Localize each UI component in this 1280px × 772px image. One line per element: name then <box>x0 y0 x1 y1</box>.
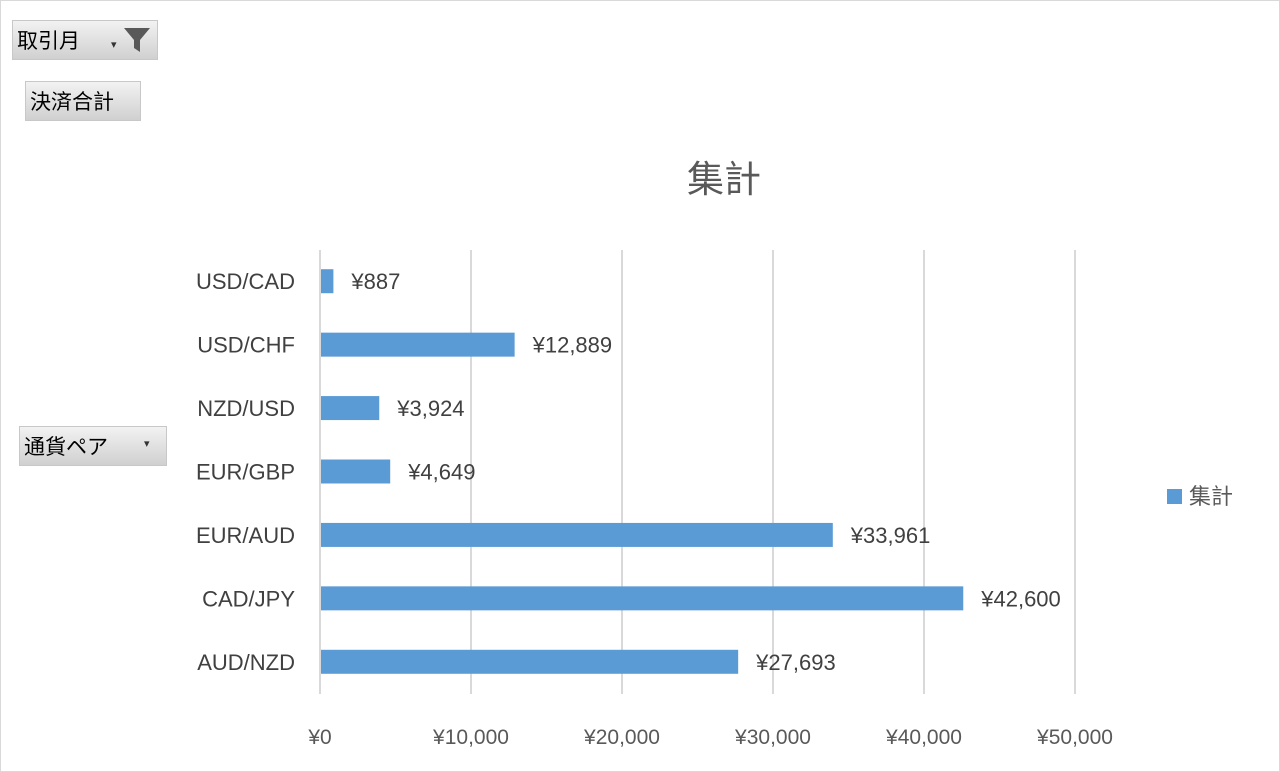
axis-button-label: 通貨ペア <box>24 435 108 459</box>
data-label: ¥42,600 <box>980 586 1061 611</box>
category-label: CAD/JPY <box>202 586 295 611</box>
data-label: ¥33,961 <box>850 523 931 548</box>
values-field-button[interactable]: 決済合計 <box>25 81 141 121</box>
filter-funnel-icon <box>124 28 150 52</box>
x-tick-label: ¥50,000 <box>1036 726 1113 749</box>
data-label: ¥4,649 <box>407 460 475 485</box>
category-label: AUD/NZD <box>197 650 295 675</box>
x-tick-label: ¥20,000 <box>583 726 660 749</box>
chart-title: 集計 <box>687 158 761 201</box>
legend-swatch <box>1167 489 1182 504</box>
data-label: ¥887 <box>350 269 400 294</box>
category-label: NZD/USD <box>197 396 295 421</box>
axis-field-button[interactable]: 通貨ペア ▾ <box>19 426 167 466</box>
x-tick-label: ¥10,000 <box>432 726 509 749</box>
data-label: ¥3,924 <box>396 396 464 421</box>
x-tick-label: ¥40,000 <box>885 726 962 749</box>
category-label: EUR/GBP <box>196 460 295 485</box>
values-button-label: 決済合計 <box>30 90 114 114</box>
bar <box>321 649 739 674</box>
month-filter-button[interactable]: 取引月 ▾ <box>12 20 158 60</box>
category-label: USD/CHF <box>197 333 295 358</box>
data-label: ¥12,889 <box>532 333 613 358</box>
dropdown-arrow-icon: ▾ <box>144 437 150 450</box>
x-tick-label: ¥0 <box>307 726 331 749</box>
dropdown-arrow-icon: ▾ <box>111 38 117 51</box>
legend-label: 集計 <box>1189 485 1233 510</box>
category-label: EUR/AUD <box>196 523 295 548</box>
category-label: USD/CAD <box>196 269 295 294</box>
bar <box>321 332 515 357</box>
bar <box>321 269 334 294</box>
bar <box>321 586 964 611</box>
filter-button-label: 取引月 <box>17 29 80 53</box>
bar <box>321 522 833 547</box>
data-label: ¥27,693 <box>755 650 836 675</box>
bar <box>321 459 391 484</box>
x-tick-label: ¥30,000 <box>734 726 811 749</box>
bar <box>321 396 380 421</box>
